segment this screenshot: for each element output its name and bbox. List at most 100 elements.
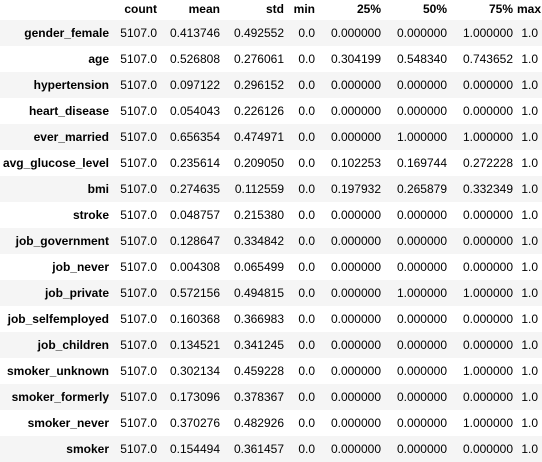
cell-min: 0.0 xyxy=(298,312,315,326)
cell-25pct: 0.197932 xyxy=(330,182,381,196)
cell-75pct: 0.000000 xyxy=(462,390,513,404)
cell-count: 5107.0 xyxy=(120,52,157,66)
table-row: bmi 5107.0 0.274635 0.112559 0.0 0.197932 0.26… xyxy=(0,176,542,202)
cell-count: 5107.0 xyxy=(120,442,157,456)
row-label: bmi xyxy=(87,182,109,196)
cell-count: 5107.0 xyxy=(120,182,157,196)
table-row: job_children 5107.0 0.134521 0.341245 0.0 0.0… xyxy=(0,332,542,358)
cell-std: 0.474971 xyxy=(233,130,284,144)
table-row: stroke 5107.0 0.048757 0.215380 0.0 0.000000 0… xyxy=(0,202,542,228)
cell-min: 0.0 xyxy=(298,182,315,196)
table-row: job_government 5107.0 0.128647 0.334842 0.0 0… xyxy=(0,228,542,254)
row-label: smoker_unknown xyxy=(6,364,109,378)
row-label: job_children xyxy=(37,338,109,352)
cell-std: 0.334842 xyxy=(233,234,284,248)
cell-25pct: 0.000000 xyxy=(330,286,381,300)
cell-min: 0.0 xyxy=(298,156,315,170)
cell-25pct: 0.000000 xyxy=(330,234,381,248)
cell-mean: 0.054043 xyxy=(169,104,220,118)
table-row: smoker 5107.0 0.154494 0.361457 0.0 0.000000 0… xyxy=(0,436,542,462)
row-label: heart_disease xyxy=(28,104,109,118)
cell-std: 0.341245 xyxy=(233,338,284,352)
row-label: hypertension xyxy=(33,78,109,92)
cell-std: 0.296152 xyxy=(233,78,284,92)
cell-25pct: 0.000000 xyxy=(330,312,381,326)
table-row: heart_disease 5107.0 0.054043 0.226126 0.0 0.… xyxy=(0,98,542,124)
column-header-25pct: 25% xyxy=(356,2,381,16)
column-header-count: count xyxy=(124,2,157,16)
cell-50pct: 0.000000 xyxy=(396,442,447,456)
table-row: smoker_formerly 5107.0 0.173096 0.378367 0.0… xyxy=(0,384,542,410)
cell-std: 0.065499 xyxy=(233,260,284,274)
cell-max: 1.0 xyxy=(521,260,538,274)
cell-50pct: 0.000000 xyxy=(396,338,447,352)
cell-75pct: 1.000000 xyxy=(462,130,513,144)
cell-std: 0.209050 xyxy=(233,156,284,170)
cell-max: 1.0 xyxy=(521,364,538,378)
cell-25pct: 0.000000 xyxy=(330,104,381,118)
row-label: job_private xyxy=(44,286,109,300)
cell-50pct: 0.000000 xyxy=(396,364,447,378)
table-row: smoker_never 5107.0 0.370276 0.482926 0.0 0.0… xyxy=(0,410,542,436)
cell-std: 0.378367 xyxy=(233,390,284,404)
cell-min: 0.0 xyxy=(298,286,315,300)
cell-min: 0.0 xyxy=(298,442,315,456)
cell-max: 1.0 xyxy=(521,390,538,404)
table-row: gender_female 5107.0 0.413746 0.492552 0.0 0.… xyxy=(0,20,542,46)
cell-max: 1.0 xyxy=(521,416,538,430)
cell-min: 0.0 xyxy=(298,364,315,378)
cell-50pct: 0.000000 xyxy=(396,416,447,430)
cell-25pct: 0.000000 xyxy=(330,208,381,222)
cell-max: 1.0 xyxy=(521,182,538,196)
table-row: avg_glucose_level 5107.0 0.235614 0.209050 0… xyxy=(0,150,542,176)
cell-75pct: 0.000000 xyxy=(462,234,513,248)
cell-std: 0.226126 xyxy=(233,104,284,118)
cell-50pct: 0.548340 xyxy=(396,52,447,66)
cell-50pct: 0.000000 xyxy=(396,260,447,274)
cell-std: 0.215380 xyxy=(233,208,284,222)
cell-75pct: 0.000000 xyxy=(462,260,513,274)
row-label: smoker_never xyxy=(27,416,109,430)
table-body: gender_female 5107.0 0.413746 0.492552 0.0 0.… xyxy=(0,20,542,462)
cell-max: 1.0 xyxy=(521,26,538,40)
column-header-max: max xyxy=(517,2,542,16)
cell-max: 1.0 xyxy=(521,208,538,222)
cell-75pct: 0.000000 xyxy=(462,312,513,326)
cell-min: 0.0 xyxy=(298,338,315,352)
cell-max: 1.0 xyxy=(521,312,538,326)
cell-mean: 0.274635 xyxy=(169,182,220,196)
cell-75pct: 0.743652 xyxy=(462,52,513,66)
cell-std: 0.459228 xyxy=(233,364,284,378)
cell-count: 5107.0 xyxy=(120,156,157,170)
cell-min: 0.0 xyxy=(298,416,315,430)
cell-mean: 0.173096 xyxy=(169,390,220,404)
cell-25pct: 0.000000 xyxy=(330,338,381,352)
cell-count: 5107.0 xyxy=(120,390,157,404)
cell-75pct: 0.000000 xyxy=(462,104,513,118)
cell-75pct: 0.000000 xyxy=(462,78,513,92)
cell-max: 1.0 xyxy=(521,130,538,144)
cell-max: 1.0 xyxy=(521,52,538,66)
row-label: job_never xyxy=(52,260,109,274)
cell-mean: 0.370276 xyxy=(169,416,220,430)
cell-75pct: 0.000000 xyxy=(462,338,513,352)
cell-mean: 0.656354 xyxy=(169,130,220,144)
cell-max: 1.0 xyxy=(521,286,538,300)
cell-50pct: 0.000000 xyxy=(396,26,447,40)
cell-mean: 0.097122 xyxy=(169,78,220,92)
cell-75pct: 0.000000 xyxy=(462,442,513,456)
cell-25pct: 0.000000 xyxy=(330,364,381,378)
cell-max: 1.0 xyxy=(521,442,538,456)
row-label: job_government xyxy=(15,234,109,248)
cell-count: 5107.0 xyxy=(120,78,157,92)
cell-25pct: 0.000000 xyxy=(330,416,381,430)
cell-max: 1.0 xyxy=(521,78,538,92)
cell-mean: 0.526808 xyxy=(169,52,220,66)
cell-mean: 0.235614 xyxy=(169,156,220,170)
cell-mean: 0.160368 xyxy=(169,312,220,326)
table-row: hypertension 5107.0 0.097122 0.296152 0.0 0.0… xyxy=(0,72,542,98)
cell-75pct: 1.000000 xyxy=(462,364,513,378)
row-label: job_selfemployed xyxy=(7,312,109,326)
cell-max: 1.0 xyxy=(521,156,538,170)
